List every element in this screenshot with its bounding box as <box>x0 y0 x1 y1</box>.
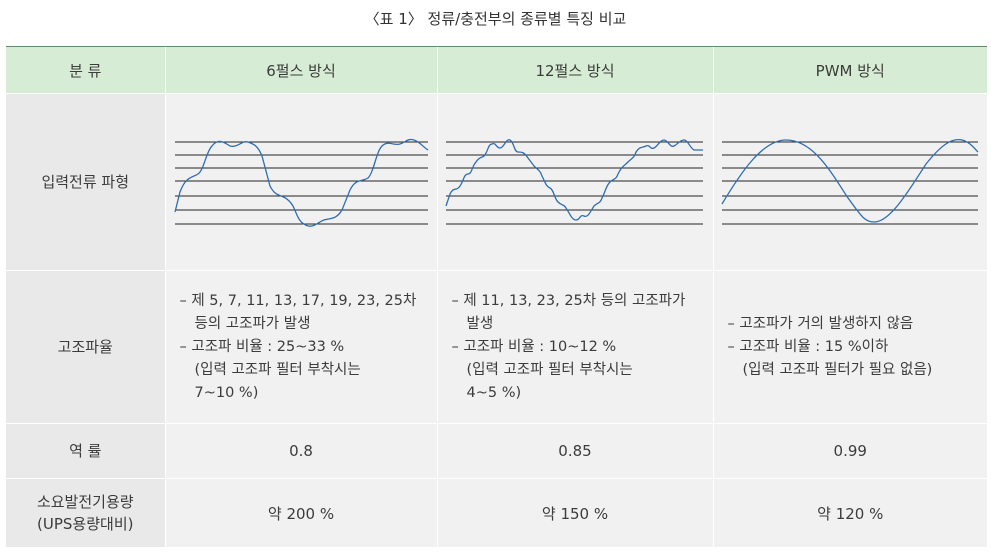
harmonic-pwm-line1: – 고조파가 거의 발생하지 않음 <box>727 315 914 332</box>
table-caption: 〈표 1〉 정류/충전부의 종류별 특징 비교 <box>364 10 627 28</box>
harmonic-12pulse-line1: – 제 11, 13, 23, 25차 등의 고조파가 <box>451 292 686 309</box>
capacity-label-line1: 소요발전기용량 <box>36 493 134 511</box>
harmonic-6pulse-line1b: 등의 고조파가 발생 <box>194 315 311 332</box>
waveform-6pulse-graphic <box>173 138 428 227</box>
harmonic-12pulse-line3b: 4~5 %) <box>466 384 522 401</box>
harmonic-12pulse-line1b: 발생 <box>466 315 494 332</box>
harmonic-12pulse-line3: (입력 고조파 필터 부착시는 <box>466 361 633 378</box>
waveform-pwm-graphic <box>720 138 978 225</box>
power-factor-pwm: 0.99 <box>713 423 987 479</box>
power-factor-12pulse: 0.85 <box>437 423 714 479</box>
comparison-table: 분 류 6펄스 방식 12펄스 방식 PWM 방식 입력전류 파형 <box>6 47 987 548</box>
harmonic-pwm: – 고조파가 거의 발생하지 않음 – 고조파 비율 : 15 %이하 (입력 … <box>713 270 987 424</box>
waveform-6pulse <box>165 93 438 271</box>
waveform-pwm <box>713 93 987 271</box>
waveform-12pulse-graphic <box>444 139 703 225</box>
header-12pulse: 12펄스 방식 <box>437 47 714 94</box>
header-row: 분 류 6펄스 방식 12펄스 방식 PWM 방식 <box>6 47 987 94</box>
power-factor-6pulse: 0.8 <box>165 423 438 479</box>
row-label-waveform: 입력전류 파형 <box>6 93 166 271</box>
row-label-harmonic: 고조파율 <box>6 270 166 424</box>
header-category: 분 류 <box>6 47 166 94</box>
table-row-power-factor: 역 률 0.8 0.85 0.99 <box>6 423 987 479</box>
capacity-pwm: 약 120 % <box>713 478 987 548</box>
waveform-12pulse <box>437 93 714 271</box>
capacity-12pulse: 약 150 % <box>437 478 714 548</box>
capacity-6pulse: 약 200 % <box>165 478 438 548</box>
header-6pulse: 6펄스 방식 <box>165 47 438 94</box>
row-label-capacity: 소요발전기용량 (UPS용량대비) <box>6 478 166 548</box>
row-label-power-factor: 역 률 <box>6 423 166 479</box>
harmonic-6pulse: – 제 5, 7, 11, 13, 17, 19, 23, 25차 등의 고조파… <box>165 270 438 424</box>
harmonic-12pulse: – 제 11, 13, 23, 25차 등의 고조파가 발생 – 고조파 비율 … <box>437 270 714 424</box>
capacity-label-line2: (UPS용량대비) <box>37 515 134 533</box>
header-pwm: PWM 방식 <box>713 47 987 94</box>
harmonic-6pulse-line3: (입력 고조파 필터 부착시는 <box>194 361 361 378</box>
harmonic-12pulse-line2: – 고조파 비율 : 10~12 % <box>451 338 617 355</box>
table-row-harmonic: 고조파율 – 제 5, 7, 11, 13, 17, 19, 23, 25차 등… <box>6 270 987 424</box>
harmonic-6pulse-line1: – 제 5, 7, 11, 13, 17, 19, 23, 25차 <box>179 292 417 309</box>
harmonic-pwm-line2: – 고조파 비율 : 15 %이하 <box>727 338 889 355</box>
harmonic-6pulse-line3b: 7~10 %) <box>194 384 259 401</box>
harmonic-pwm-line3: (입력 고조파 필터가 필요 없음) <box>742 361 933 378</box>
harmonic-6pulse-line2: – 고조파 비율 : 25~33 % <box>179 338 345 355</box>
table-row-capacity: 소요발전기용량 (UPS용량대비) 약 200 % 약 150 % 약 120 … <box>6 478 987 548</box>
table-row-waveform: 입력전류 파형 <box>6 93 987 271</box>
